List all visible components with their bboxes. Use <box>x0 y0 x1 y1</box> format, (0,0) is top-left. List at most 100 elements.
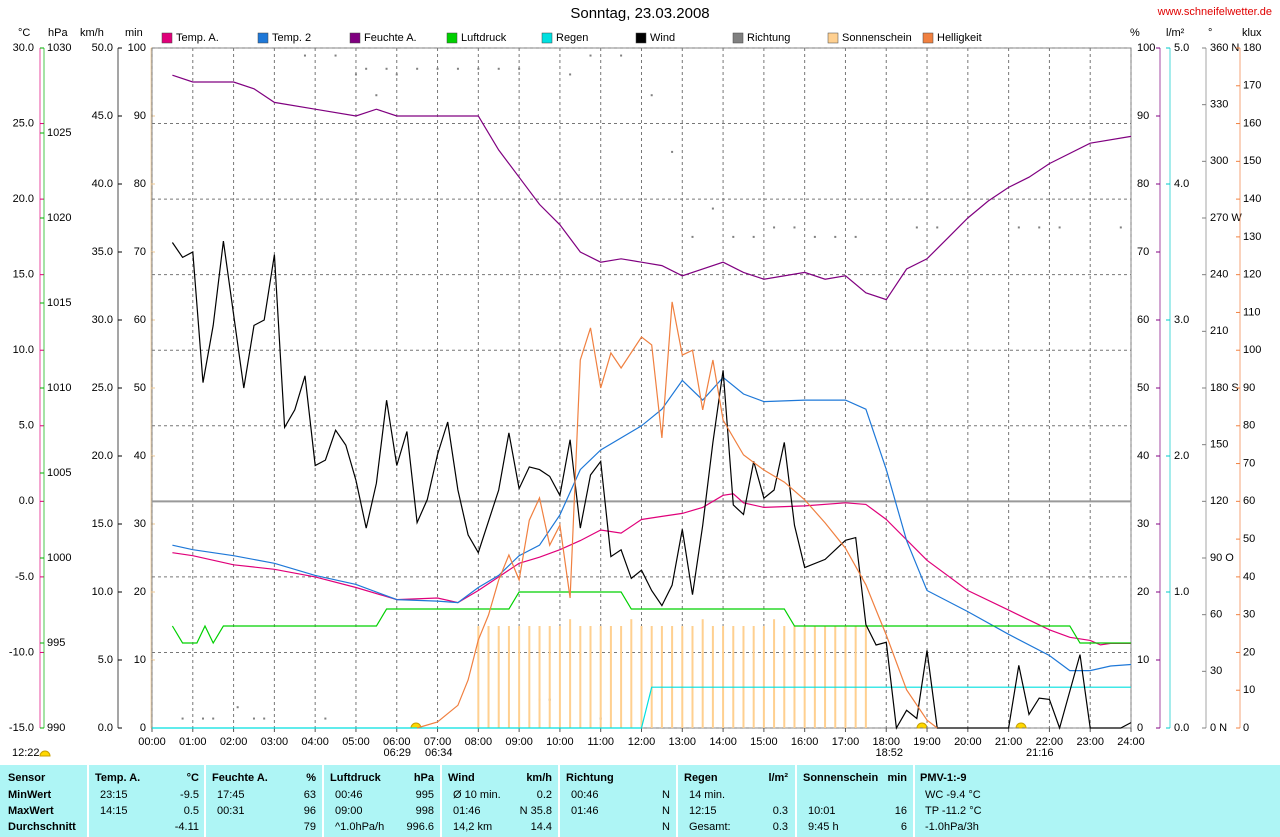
axis-tick-label: 40.0 <box>92 178 113 190</box>
sunshine-bar <box>824 626 827 728</box>
sunshine-bar <box>528 626 531 728</box>
direction-dot <box>773 226 776 229</box>
column-unit: hPa <box>414 772 435 784</box>
sunshine-bar <box>864 626 867 728</box>
cell-right: 998 <box>416 805 434 817</box>
x-tick-label: 12:00 <box>628 736 656 748</box>
direction-dot <box>569 73 572 76</box>
cell-right: 0.3 <box>773 821 788 833</box>
sunshine-bar <box>671 626 674 728</box>
sun-icon <box>39 750 51 757</box>
axis-tick-label: 240 <box>1210 269 1228 281</box>
cell-right: 14.4 <box>531 821 552 833</box>
x-tick-label: 20:00 <box>954 736 982 748</box>
x-tick-label: 22:00 <box>1036 736 1064 748</box>
column-header: Luftdruck <box>330 772 382 784</box>
stats-background <box>0 765 1280 837</box>
x-tick-label: 16:00 <box>791 736 819 748</box>
direction-dot <box>263 717 266 720</box>
column-header: Feuchte A. <box>212 772 268 784</box>
sunshine-bar <box>834 626 837 728</box>
axis-tick-label: 30.0 <box>13 42 34 54</box>
row-label: MaxWert <box>8 805 54 817</box>
x-tick-label: 00:00 <box>138 736 166 748</box>
x-tick-label: 18:00 <box>872 736 900 748</box>
axis-tick-label: 180 S <box>1210 382 1239 394</box>
sunshine-bar <box>783 626 786 728</box>
axis-tick-label: 40 <box>1243 571 1255 583</box>
direction-dot <box>212 717 215 720</box>
direction-dot <box>436 67 439 70</box>
axis-tick-label: 10 <box>1137 654 1149 666</box>
cell-left: 00:46 <box>571 789 599 801</box>
sunshine-bar <box>854 626 857 728</box>
axis-tick-label: 30.0 <box>92 314 113 326</box>
cell-left: 23:15 <box>100 789 128 801</box>
axis-tick-label: 15.0 <box>92 518 113 530</box>
legend-swatch <box>161 32 173 44</box>
site-url[interactable]: www.schneifelwetter.de <box>1157 6 1272 18</box>
series-line <box>172 74 1132 301</box>
sunshine-bar <box>691 626 694 728</box>
direction-dot <box>303 54 306 57</box>
sunshine-bar <box>650 626 653 728</box>
x-tick-label: 02:00 <box>220 736 248 748</box>
x-tick-label: 04:00 <box>301 736 329 748</box>
axis-tick-label: -10.0 <box>9 646 34 658</box>
sunshine-bar <box>844 626 847 728</box>
axis-tick-label: 170 <box>1243 80 1261 92</box>
row-label: MinWert <box>8 789 52 801</box>
legend-label: Luftdruck <box>461 32 507 44</box>
direction-dot <box>497 67 500 70</box>
axis-tick-label: 70 <box>1243 457 1255 469</box>
axis-tick-label: 20 <box>1243 646 1255 658</box>
axis-tick-label: 90 <box>134 110 146 122</box>
stats-table: Sensor MinWert MaxWert Durchschnitt Temp. A.… <box>8 765 982 837</box>
axis-tick-label: 10 <box>1243 684 1255 696</box>
axis-tick-label: 130 <box>1243 231 1261 243</box>
series-line <box>172 376 1132 672</box>
cell-left: 14 min. <box>689 789 725 801</box>
x-tick-label: 07:00 <box>424 736 452 748</box>
sunshine-bar <box>477 626 480 728</box>
x-tick-label: 24:00 <box>1117 736 1145 748</box>
cell-right: N 35.8 <box>520 805 552 817</box>
sunshine-bar <box>630 619 633 728</box>
axis-tick-label: 995 <box>47 637 65 649</box>
legend-label: Wind <box>650 32 675 44</box>
axis-tick-label: 80 <box>1243 420 1255 432</box>
series-line <box>416 301 938 729</box>
cell-left: 01:46 <box>453 805 481 817</box>
axis-tick-label: 60 <box>1210 609 1222 621</box>
column-unit: km/h <box>526 772 552 784</box>
x-tick-label: 14:00 <box>709 736 737 748</box>
axis-tick-label: 25.0 <box>92 382 113 394</box>
cell-right: N <box>662 789 670 801</box>
direction-dot <box>1119 226 1122 229</box>
legend-swatch <box>446 32 458 44</box>
legend-label: Regen <box>556 32 588 44</box>
legend-label: Temp. 2 <box>272 32 311 44</box>
cell-right: -4.11 <box>175 821 199 833</box>
sunshine-bar <box>548 626 551 728</box>
axis-tick-label: 10.0 <box>92 586 113 598</box>
time-annotation: 21:16 <box>1026 747 1054 759</box>
sunshine-bar <box>497 626 500 728</box>
cell-right: 995 <box>416 789 434 801</box>
cell-right: -9.5 <box>180 789 199 801</box>
time-annotation: 06:34 <box>425 747 453 759</box>
axis-tick-label: 40 <box>1137 450 1149 462</box>
axis-tick-label: 0 <box>1137 722 1143 734</box>
axis-tick-label: 150 <box>1243 155 1261 167</box>
direction-dot <box>252 717 255 720</box>
direction-dot <box>915 226 918 229</box>
cell-left: 17:45 <box>217 789 245 801</box>
axis-tick-label: 20 <box>134 586 146 598</box>
row-label: Durchschnitt <box>8 821 76 833</box>
axis-unit: min <box>125 27 143 39</box>
axis-tick-label: 60 <box>1243 495 1255 507</box>
direction-dot <box>793 226 796 229</box>
direction-dot <box>936 226 939 229</box>
axis-tick-label: 1.0 <box>1174 586 1189 598</box>
axis-tick-label: 990 <box>47 722 65 734</box>
